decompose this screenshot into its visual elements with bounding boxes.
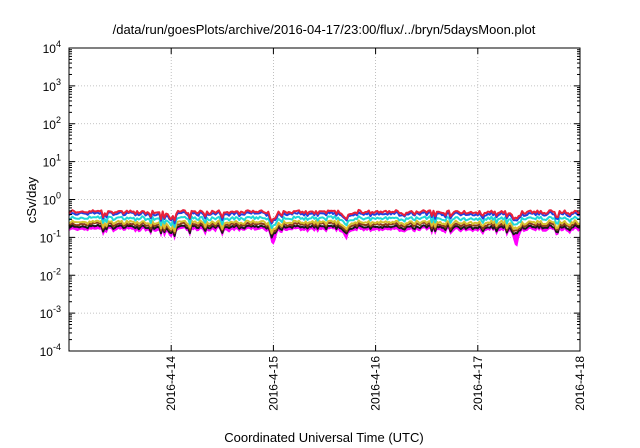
chart-title: /data/run/goesPlots/archive/2016-04-17/2… [113,22,536,37]
x-tick-label: 2016-4-16 [369,356,383,411]
series-yellow-line [68,219,581,235]
x-tick-label: 2016-4-15 [266,356,280,411]
axis-ticks [69,47,581,352]
x-tick-label: 2016-4-14 [164,356,178,411]
y-tick-label: 10-3 [40,304,61,321]
y-tick-label: 103 [43,77,61,94]
y-tick-label: 100 [43,191,61,208]
data-series [68,208,581,247]
x-tick-labels: 2016-4-14 2016-4-15 2016-4-16 2016-4-17 2016… [164,356,587,411]
y-tick-label: 10-1 [40,228,61,245]
x-tick-label: 2016-4-18 [573,356,587,411]
y-tick-label: 102 [43,115,61,132]
series-red-line [68,208,581,223]
y-tick-label: 10-4 [40,342,61,359]
x-tick-label: 2016-4-17 [471,356,485,411]
series-cyan-line [68,215,580,230]
y-axis-label: cSv/day [24,176,39,223]
y-tick-label: 104 [43,39,61,56]
y-tick-labels: 10-4 10-3 10-2 10-1 100 101 102 103 104 [40,39,61,359]
y-tick-label: 101 [43,153,61,170]
y-tick-label: 10-2 [40,266,61,283]
x-axis-label: Coordinated Universal Time (UTC) [224,430,423,445]
grid-lines [69,48,580,351]
